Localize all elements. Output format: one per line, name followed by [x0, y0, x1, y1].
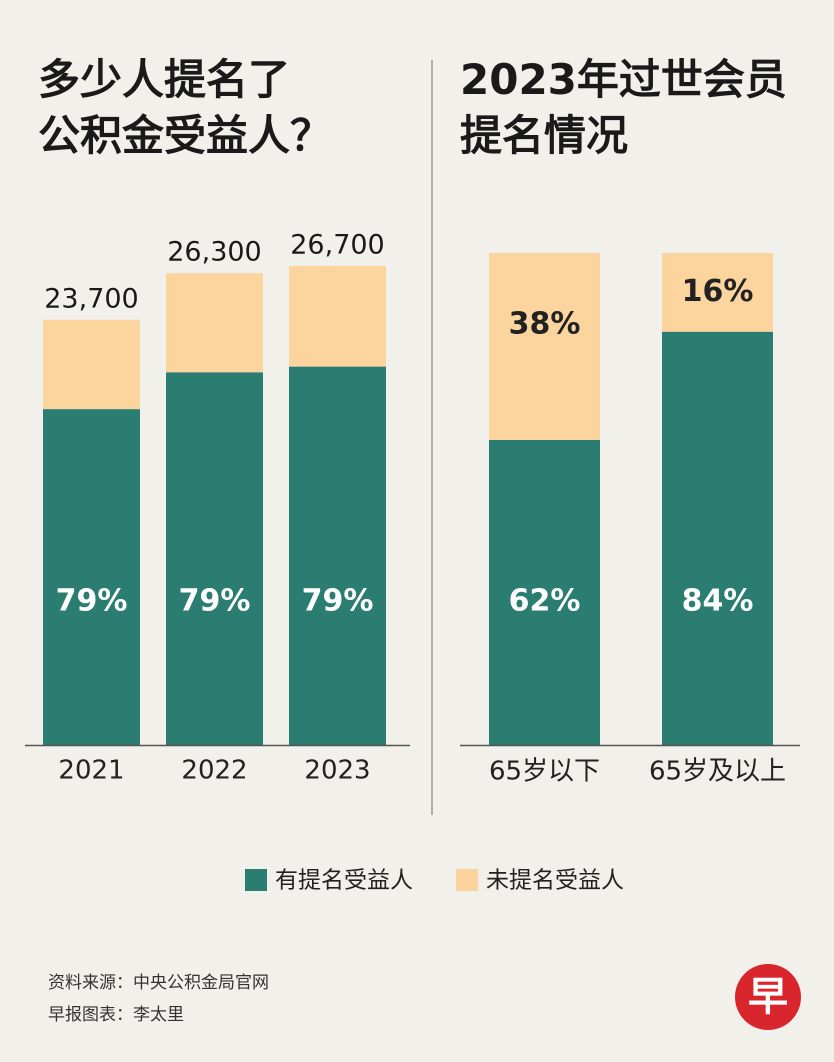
logo-circle — [735, 964, 801, 1030]
data-label: 38% — [509, 307, 581, 342]
bar-segment — [166, 372, 263, 745]
chart-title: 2023年过世会员 提名情况 — [460, 55, 787, 160]
bar-segment — [43, 409, 140, 745]
total-label: 26,300 — [167, 237, 261, 268]
x-tick-label: 2021 — [58, 756, 124, 786]
data-label: 79% — [179, 584, 251, 619]
x-tick-label: 65岁以下 — [489, 757, 600, 787]
total-label: 23,700 — [44, 283, 138, 314]
bar-segment — [662, 253, 773, 332]
bar-segment — [489, 439, 600, 745]
x-tick-label: 2023 — [304, 756, 370, 786]
x-tick-label: 2022 — [181, 756, 247, 786]
legend-label: 有提名受益人 — [275, 868, 413, 894]
legend-swatch — [245, 869, 267, 891]
data-label: 84% — [682, 584, 754, 619]
data-label: 16% — [682, 274, 754, 309]
bar-segment — [166, 273, 263, 373]
data-label: 79% — [302, 584, 374, 619]
bar-segment — [662, 331, 773, 745]
chart-title: 多少人提名了 公积金受益人？ — [38, 55, 333, 160]
x-tick-label: 65岁及以上 — [649, 757, 786, 787]
legend-swatch — [456, 869, 478, 891]
bar-segment — [289, 266, 386, 367]
data-label: 79% — [56, 584, 128, 619]
credit: 早报图表：李太里 — [48, 1005, 184, 1025]
total-label: 26,700 — [290, 230, 384, 261]
logo: 早 — [748, 974, 788, 1020]
bar-segment — [489, 253, 600, 440]
legend-label: 未提名受益人 — [486, 868, 624, 894]
bar-segment — [289, 366, 386, 745]
source: 资料来源：中央公积金局官网 — [48, 973, 269, 993]
bar-segment — [43, 319, 140, 410]
data-label: 62% — [509, 584, 581, 619]
